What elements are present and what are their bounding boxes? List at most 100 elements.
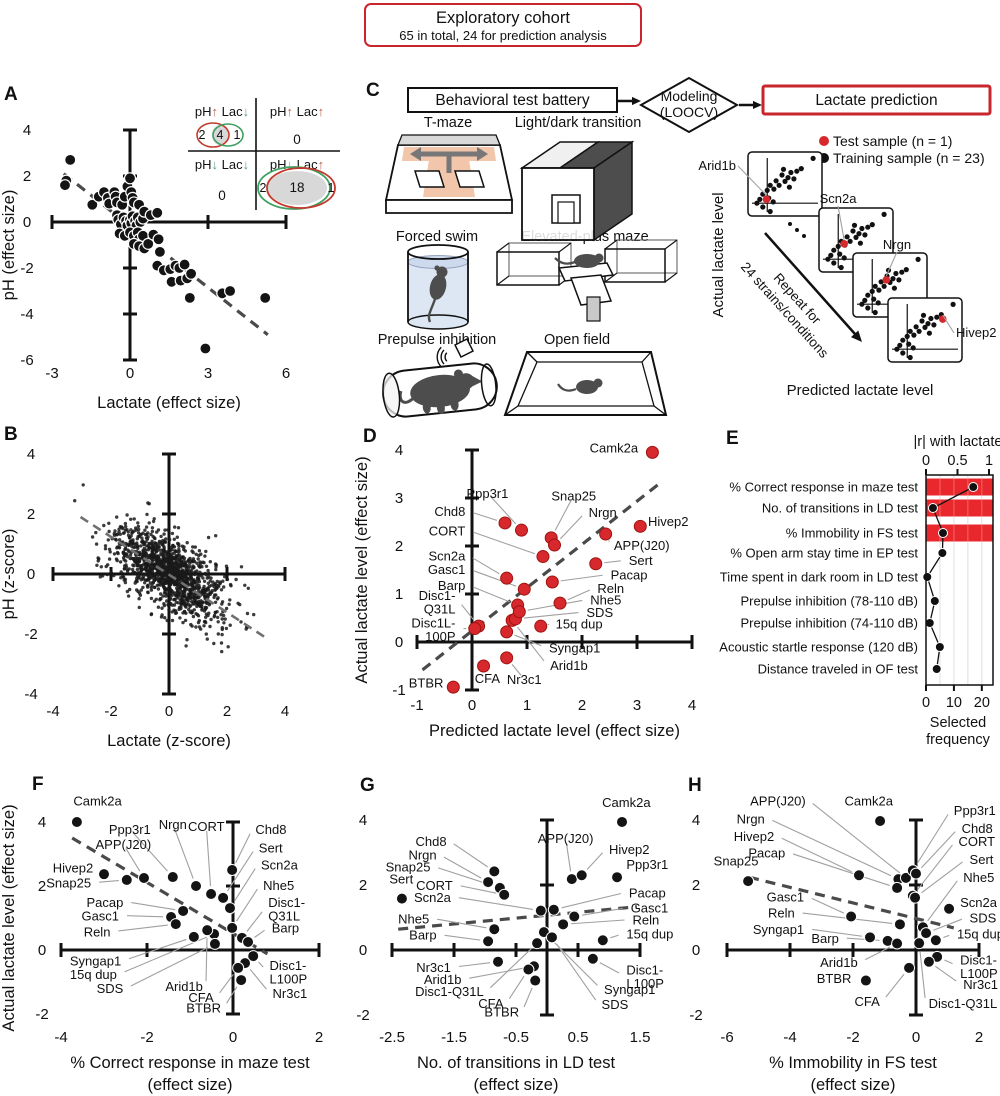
svg-text:Disc1-L100P: Disc1-L100P xyxy=(626,962,664,991)
svg-text:-2: -2 xyxy=(24,626,37,643)
svg-text:-3: -3 xyxy=(45,365,58,382)
svg-text:10: 10 xyxy=(946,695,962,711)
svg-text:Barp: Barp xyxy=(272,920,299,935)
elevated-plus-maze-icon xyxy=(496,239,678,322)
svg-text:% Correct response in maze tes: % Correct response in maze test xyxy=(70,1054,310,1072)
svg-text:4: 4 xyxy=(38,814,46,831)
svg-text:Disc1-Q31L: Disc1-Q31L xyxy=(268,895,305,924)
svg-text:4: 4 xyxy=(217,128,224,142)
svg-text:Camk2a: Camk2a xyxy=(602,795,651,810)
svg-text:APP(J20): APP(J20) xyxy=(614,538,670,553)
svg-text:Camk2a: Camk2a xyxy=(73,793,122,808)
panel-h-fs-scatter: -6 -4 -2 0 2 4 2 0 -2 % Immobility in FS test (eff… xyxy=(689,793,1000,1094)
svg-text:Chd8: Chd8 xyxy=(434,504,465,519)
svg-text:Disc1-Q31L: Disc1-Q31L xyxy=(415,984,484,999)
svg-text:Gasc1: Gasc1 xyxy=(767,889,805,904)
svg-text:Nr3c1: Nr3c1 xyxy=(273,986,308,1001)
svg-text:Pacap: Pacap xyxy=(748,845,785,860)
svg-text:20: 20 xyxy=(974,695,990,711)
dense-point-cloud xyxy=(73,483,256,654)
svg-text:2: 2 xyxy=(23,168,31,185)
svg-text:Arid1b: Arid1b xyxy=(550,658,588,673)
svg-text:4: 4 xyxy=(688,697,696,714)
svg-text:-1: -1 xyxy=(392,682,405,699)
svg-text:(effect size): (effect size) xyxy=(148,1076,233,1094)
svg-text:Nr3c1: Nr3c1 xyxy=(416,960,451,975)
svg-text:CFA: CFA xyxy=(475,671,501,686)
svg-text:Reln: Reln xyxy=(768,906,795,921)
svg-text:Snap25: Snap25 xyxy=(551,488,596,503)
svg-text:Actual lactate level (effect s: Actual lactate level (effect size) xyxy=(353,456,371,683)
svg-text:frequency: frequency xyxy=(926,732,990,748)
svg-text:(effect size): (effect size) xyxy=(811,1076,896,1094)
svg-text:2: 2 xyxy=(975,1029,983,1046)
svg-text:0: 0 xyxy=(912,1029,920,1046)
panel-f-maze-scatter: -4 -2 0 2 4 2 0 -2 % Correct response in maze te… xyxy=(0,793,323,1094)
modeling-loocv-diamond xyxy=(638,76,740,134)
svg-text:Open field: Open field xyxy=(544,332,610,348)
svg-text:3: 3 xyxy=(395,490,403,507)
svg-text:Nrgn: Nrgn xyxy=(408,848,436,863)
svg-text:-6: -6 xyxy=(20,352,33,369)
svg-text:BTBR: BTBR xyxy=(484,1005,519,1020)
svg-text:2: 2 xyxy=(38,878,46,895)
svg-text:4: 4 xyxy=(359,812,367,829)
svg-text:Behavioral test battery: Behavioral test battery xyxy=(435,92,589,109)
svg-text:Syngap1: Syngap1 xyxy=(549,641,600,656)
svg-text:SDS: SDS xyxy=(602,997,629,1012)
svg-text:Pacap: Pacap xyxy=(86,895,123,910)
ph-lactate-quadrant-inset: pH↑ Lac↓2 4 1pH↑ Lac↑0pH↓ Lac↓0pH↓ Lac↑2 18… xyxy=(188,98,340,210)
cohort-subtitle: 65 in total, 24 for prediction analysis xyxy=(399,28,607,43)
svg-text:Reln: Reln xyxy=(84,925,111,940)
svg-text:Sert: Sert xyxy=(389,871,413,886)
svg-text:0: 0 xyxy=(126,365,134,382)
svg-text:1: 1 xyxy=(328,181,335,195)
svg-text:Disc1-Q31L: Disc1-Q31L xyxy=(419,588,456,617)
svg-text:Snap25: Snap25 xyxy=(714,854,759,869)
svg-text:Arid1b: Arid1b xyxy=(424,972,462,987)
panel-letter-a: A xyxy=(4,84,18,105)
svg-text:2: 2 xyxy=(692,877,700,894)
svg-text:0: 0 xyxy=(27,566,35,583)
svg-text:Arid1b: Arid1b xyxy=(820,955,858,970)
svg-text:0: 0 xyxy=(468,697,476,714)
svg-text:Syngap1: Syngap1 xyxy=(70,953,121,968)
speaker-icon xyxy=(453,337,475,359)
svg-text:Nhe5: Nhe5 xyxy=(398,911,429,926)
svg-text:1: 1 xyxy=(395,586,403,603)
svg-text:Barp: Barp xyxy=(438,578,465,593)
panel-letter-d: D xyxy=(363,426,377,447)
svg-text:-4: -4 xyxy=(20,306,33,323)
forced-swim-icon xyxy=(407,244,469,330)
svg-text:15q dup: 15q dup xyxy=(957,927,1000,942)
svg-text:SDS: SDS xyxy=(970,910,997,925)
svg-text:CORT: CORT xyxy=(429,523,466,538)
svg-text:(LOOCV): (LOOCV) xyxy=(660,104,718,120)
svg-text:Ppp3r1: Ppp3r1 xyxy=(626,857,668,872)
data-point-labels: Camk2a Snap25 Hivep2 Nrgn APP(J20) Pacap Ppp3r… xyxy=(714,793,1000,1010)
svg-text:Hivep2: Hivep2 xyxy=(734,829,774,844)
light-dark-box-icon xyxy=(519,140,635,242)
svg-text:Nhe5: Nhe5 xyxy=(590,593,621,608)
svg-text:Chd8: Chd8 xyxy=(255,822,286,837)
svg-text:Prepulse inhibition (78-110 dB: Prepulse inhibition (78-110 dB) xyxy=(740,594,918,609)
data-points xyxy=(70,816,260,987)
svg-text:0: 0 xyxy=(229,1029,237,1046)
svg-text:Camk2a: Camk2a xyxy=(590,440,639,455)
svg-text:Scn2a: Scn2a xyxy=(261,857,299,872)
svg-text:% Immobility in FS test: % Immobility in FS test xyxy=(769,1054,937,1072)
svg-text:APP(J20): APP(J20) xyxy=(538,831,594,846)
svg-text:CORT: CORT xyxy=(416,878,453,893)
svg-text:0: 0 xyxy=(692,942,700,959)
svg-text:Ppp3r1: Ppp3r1 xyxy=(109,822,151,837)
svg-text:Disc1L-100P: Disc1L-100P xyxy=(411,616,455,645)
svg-text:|r| with lactate: |r| with lactate xyxy=(914,434,1000,450)
svg-text:pH (z-score): pH (z-score) xyxy=(0,529,18,620)
svg-text:pH↑ Lac↓: pH↑ Lac↓ xyxy=(195,104,249,119)
panel-letter-f: F xyxy=(32,774,44,795)
svg-text:Nr3c1: Nr3c1 xyxy=(963,977,998,992)
svg-text:pH (effect size): pH (effect size) xyxy=(0,190,18,301)
svg-text:4: 4 xyxy=(27,446,35,463)
